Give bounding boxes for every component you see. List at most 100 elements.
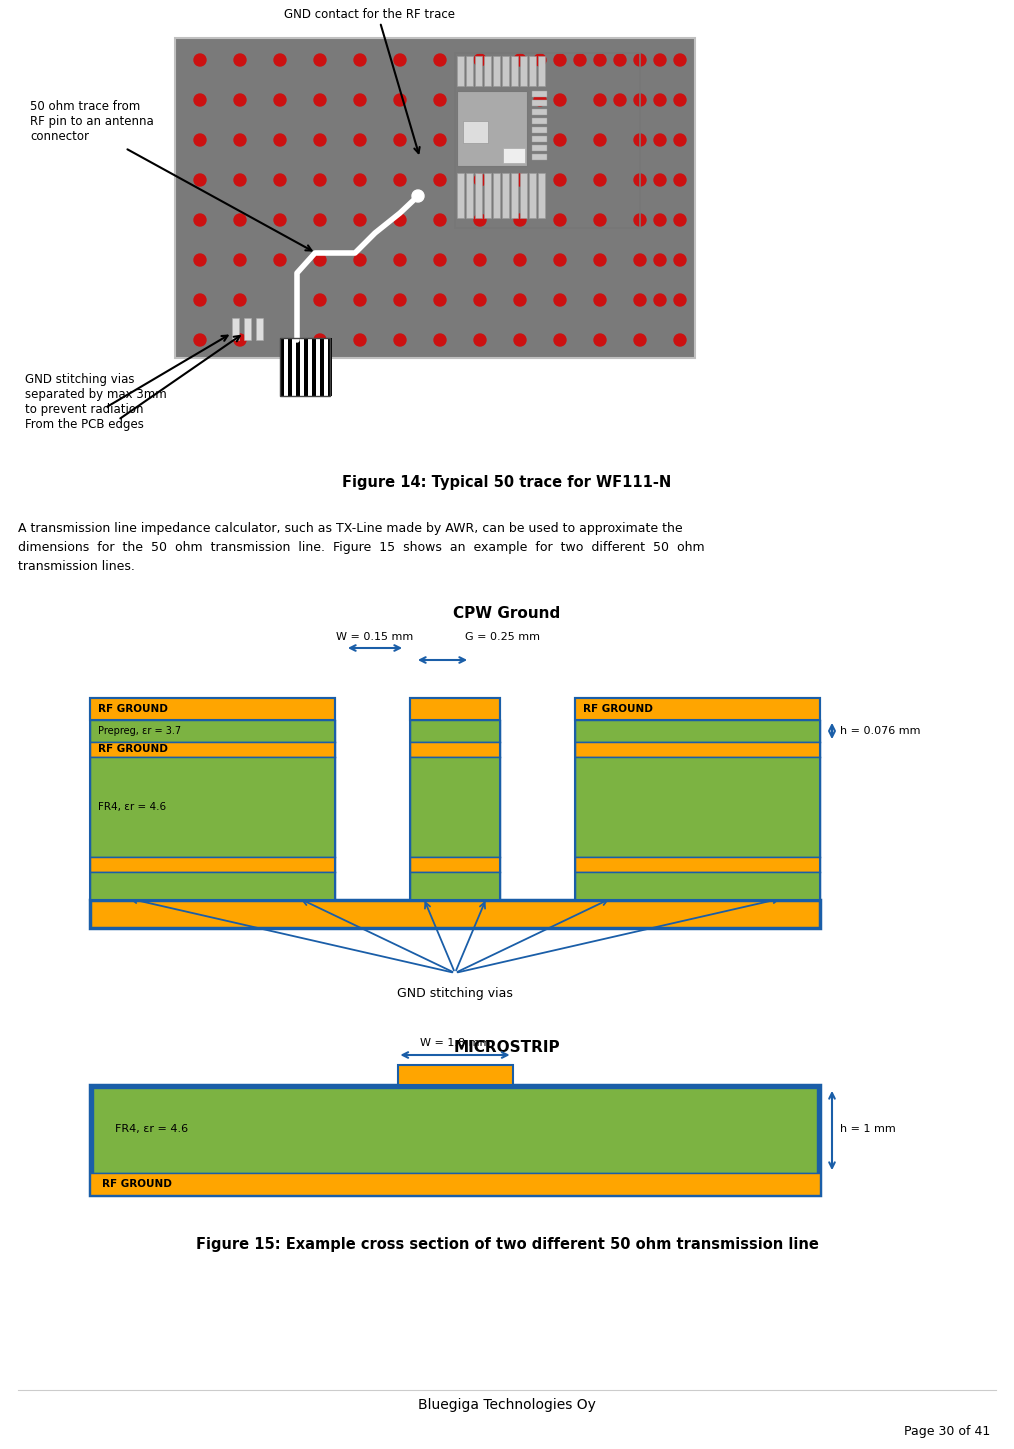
- Text: CPW Ground: CPW Ground: [453, 607, 561, 622]
- Circle shape: [314, 174, 325, 185]
- Bar: [532, 128, 547, 133]
- Text: connector: connector: [30, 130, 89, 143]
- Bar: [410, 698, 500, 720]
- Circle shape: [654, 133, 666, 146]
- Circle shape: [234, 94, 246, 106]
- Bar: [308, 338, 312, 396]
- Bar: [463, 122, 488, 143]
- Circle shape: [674, 94, 686, 106]
- Circle shape: [594, 335, 606, 346]
- Circle shape: [412, 190, 424, 201]
- Circle shape: [234, 174, 246, 185]
- Circle shape: [514, 335, 526, 346]
- Bar: [484, 172, 491, 217]
- Circle shape: [674, 335, 686, 346]
- Text: transmission lines.: transmission lines.: [18, 559, 135, 572]
- Circle shape: [634, 294, 646, 306]
- Circle shape: [614, 54, 626, 67]
- Circle shape: [474, 335, 486, 346]
- Circle shape: [194, 254, 206, 267]
- Circle shape: [634, 254, 646, 267]
- Bar: [511, 172, 518, 217]
- Text: RF GROUND: RF GROUND: [98, 704, 168, 714]
- Bar: [312, 338, 316, 396]
- Circle shape: [394, 133, 406, 146]
- Circle shape: [654, 294, 666, 306]
- Circle shape: [474, 214, 486, 226]
- Circle shape: [314, 335, 325, 346]
- Circle shape: [554, 54, 566, 67]
- Bar: [532, 91, 547, 97]
- Bar: [532, 136, 547, 142]
- Text: h = 1 mm: h = 1 mm: [840, 1124, 895, 1135]
- Circle shape: [634, 133, 646, 146]
- Bar: [90, 1085, 820, 1195]
- Circle shape: [314, 54, 325, 67]
- Bar: [90, 756, 335, 856]
- Bar: [320, 338, 324, 396]
- Bar: [503, 148, 525, 162]
- Circle shape: [274, 174, 286, 185]
- Circle shape: [574, 54, 586, 67]
- Circle shape: [354, 174, 366, 185]
- Circle shape: [274, 54, 286, 67]
- Bar: [90, 900, 820, 927]
- Bar: [466, 57, 473, 85]
- Bar: [532, 100, 547, 106]
- Circle shape: [554, 335, 566, 346]
- Circle shape: [274, 94, 286, 106]
- Text: Page 30 of 41: Page 30 of 41: [903, 1426, 990, 1439]
- Circle shape: [354, 254, 366, 267]
- Circle shape: [654, 214, 666, 226]
- Circle shape: [394, 214, 406, 226]
- Bar: [457, 91, 527, 167]
- Circle shape: [314, 214, 325, 226]
- Bar: [316, 338, 320, 396]
- Circle shape: [654, 94, 666, 106]
- Circle shape: [394, 54, 406, 67]
- Circle shape: [274, 133, 286, 146]
- Circle shape: [654, 254, 666, 267]
- Circle shape: [354, 94, 366, 106]
- Circle shape: [434, 214, 446, 226]
- Circle shape: [554, 174, 566, 185]
- Circle shape: [354, 335, 366, 346]
- Circle shape: [474, 94, 486, 106]
- Bar: [475, 57, 482, 85]
- Circle shape: [654, 54, 666, 67]
- Circle shape: [594, 133, 606, 146]
- Circle shape: [354, 54, 366, 67]
- Bar: [280, 338, 330, 396]
- Bar: [532, 154, 547, 159]
- Circle shape: [314, 254, 325, 267]
- Circle shape: [634, 174, 646, 185]
- Circle shape: [394, 94, 406, 106]
- Bar: [232, 317, 239, 341]
- Bar: [90, 856, 335, 872]
- Text: Figure 15: Example cross section of two different 50 ohm transmission line: Figure 15: Example cross section of two …: [196, 1237, 818, 1252]
- Bar: [532, 117, 547, 125]
- Circle shape: [194, 335, 206, 346]
- Text: A transmission line impedance calculator, such as TX-Line made by AWR, can be us: A transmission line impedance calculator…: [18, 522, 682, 535]
- Circle shape: [514, 174, 526, 185]
- Circle shape: [314, 94, 325, 106]
- Bar: [575, 698, 820, 720]
- Bar: [90, 720, 335, 742]
- Bar: [90, 1174, 820, 1195]
- Circle shape: [354, 294, 366, 306]
- Circle shape: [434, 94, 446, 106]
- Bar: [296, 338, 300, 396]
- Text: to prevent radiation: to prevent radiation: [25, 403, 144, 416]
- Circle shape: [234, 294, 246, 306]
- Bar: [410, 720, 500, 742]
- Bar: [493, 57, 500, 85]
- Bar: [304, 338, 308, 396]
- Bar: [466, 172, 473, 217]
- Circle shape: [674, 294, 686, 306]
- Text: RF GROUND: RF GROUND: [102, 1179, 172, 1190]
- Circle shape: [394, 335, 406, 346]
- Bar: [529, 57, 536, 85]
- Circle shape: [234, 335, 246, 346]
- Bar: [397, 1065, 512, 1085]
- Bar: [410, 742, 500, 756]
